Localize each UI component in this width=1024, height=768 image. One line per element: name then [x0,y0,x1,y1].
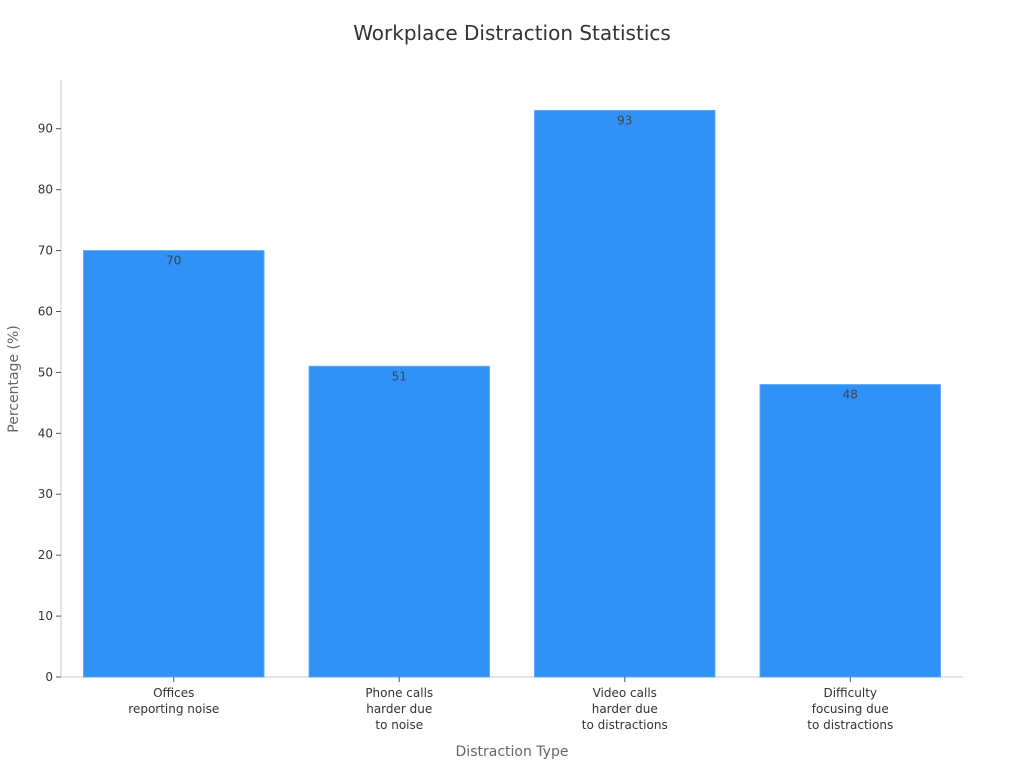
y-tick-label: 70 [38,244,53,258]
x-tick-label: Offices reporting noise [128,686,219,716]
y-tick-label: 90 [38,122,53,136]
plot-area: 0 10 20 30 40 50 60 70 80 90 70 Offices reporting no… [38,80,963,732]
y-tick-label: 50 [38,365,53,379]
y-tick-label: 30 [38,487,53,501]
bar-data-label: 93 [617,113,632,127]
y-tick-label: 10 [38,609,53,623]
bar-data-label: 70 [166,254,181,268]
x-tick-label: Phone calls harder due to noise [365,686,433,732]
y-tick-label: 60 [38,304,53,318]
y-tick-label: 20 [38,548,53,562]
chart-title: Workplace Distraction Statistics [353,21,671,45]
y-tick-label: 40 [38,426,53,440]
y-tick-label: 0 [45,670,53,684]
bar-data-label: 48 [843,388,858,402]
x-tick-label: Difficulty focusing due to distractions [807,686,893,732]
x-tick-label: Video calls harder due to distractions [582,686,668,732]
bar [308,365,490,678]
bar [534,109,716,678]
bar [759,384,941,678]
bar-data-label: 51 [392,369,407,383]
bar [83,250,265,678]
y-axis-title: Percentage (%) [6,325,22,432]
y-tick-label: 80 [38,183,53,197]
x-axis-title: Distraction Type [456,744,569,760]
